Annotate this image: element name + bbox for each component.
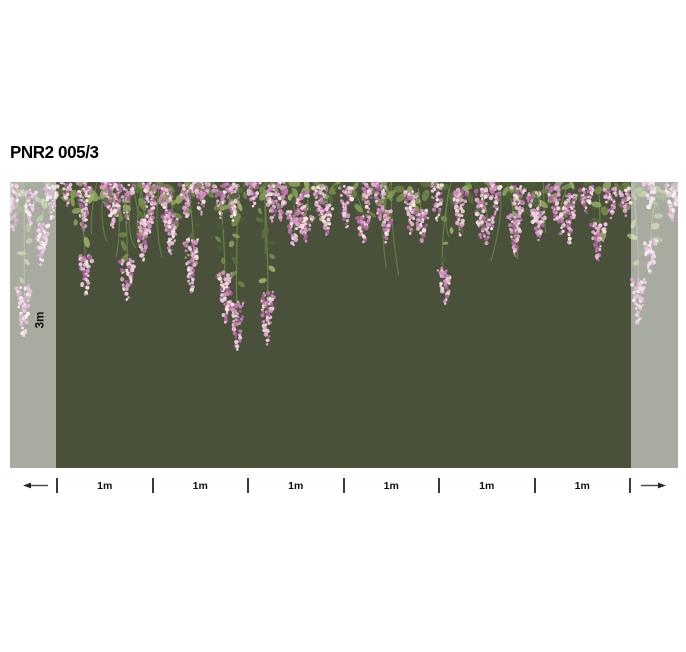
page-title: PNR2 005/3 [10, 142, 99, 162]
ruler-segment: 1m [438, 478, 534, 493]
ruler-segment-label: 1m [97, 479, 113, 492]
ruler-segment-label: 1m [479, 479, 495, 492]
ruler-tick-end [629, 478, 631, 493]
wisteria-mural-image [10, 182, 678, 468]
ruler-segment: 1m [342, 478, 439, 493]
ruler-segment: 1m [247, 478, 343, 493]
ruler-segment-label: 1m [288, 479, 304, 492]
ruler-segment: 1m [533, 478, 630, 493]
ruler-segment: 1m [56, 478, 152, 493]
ruler-segments: 1m 1m 1m 1m 1m 1m [56, 477, 631, 494]
mural-height-label: 3m [34, 311, 47, 329]
width-ruler: 1m 1m 1m 1m 1m 1m [10, 477, 678, 494]
right-arrow-icon [641, 482, 666, 489]
ruler-segment-label: 1m [383, 479, 399, 492]
ruler-segment-label: 1m [574, 479, 590, 492]
left-arrow-icon [23, 482, 48, 489]
ruler-segment-label: 1m [192, 479, 208, 492]
mural-preview: 3m [10, 182, 678, 468]
ruler-segment: 1m [151, 478, 248, 493]
